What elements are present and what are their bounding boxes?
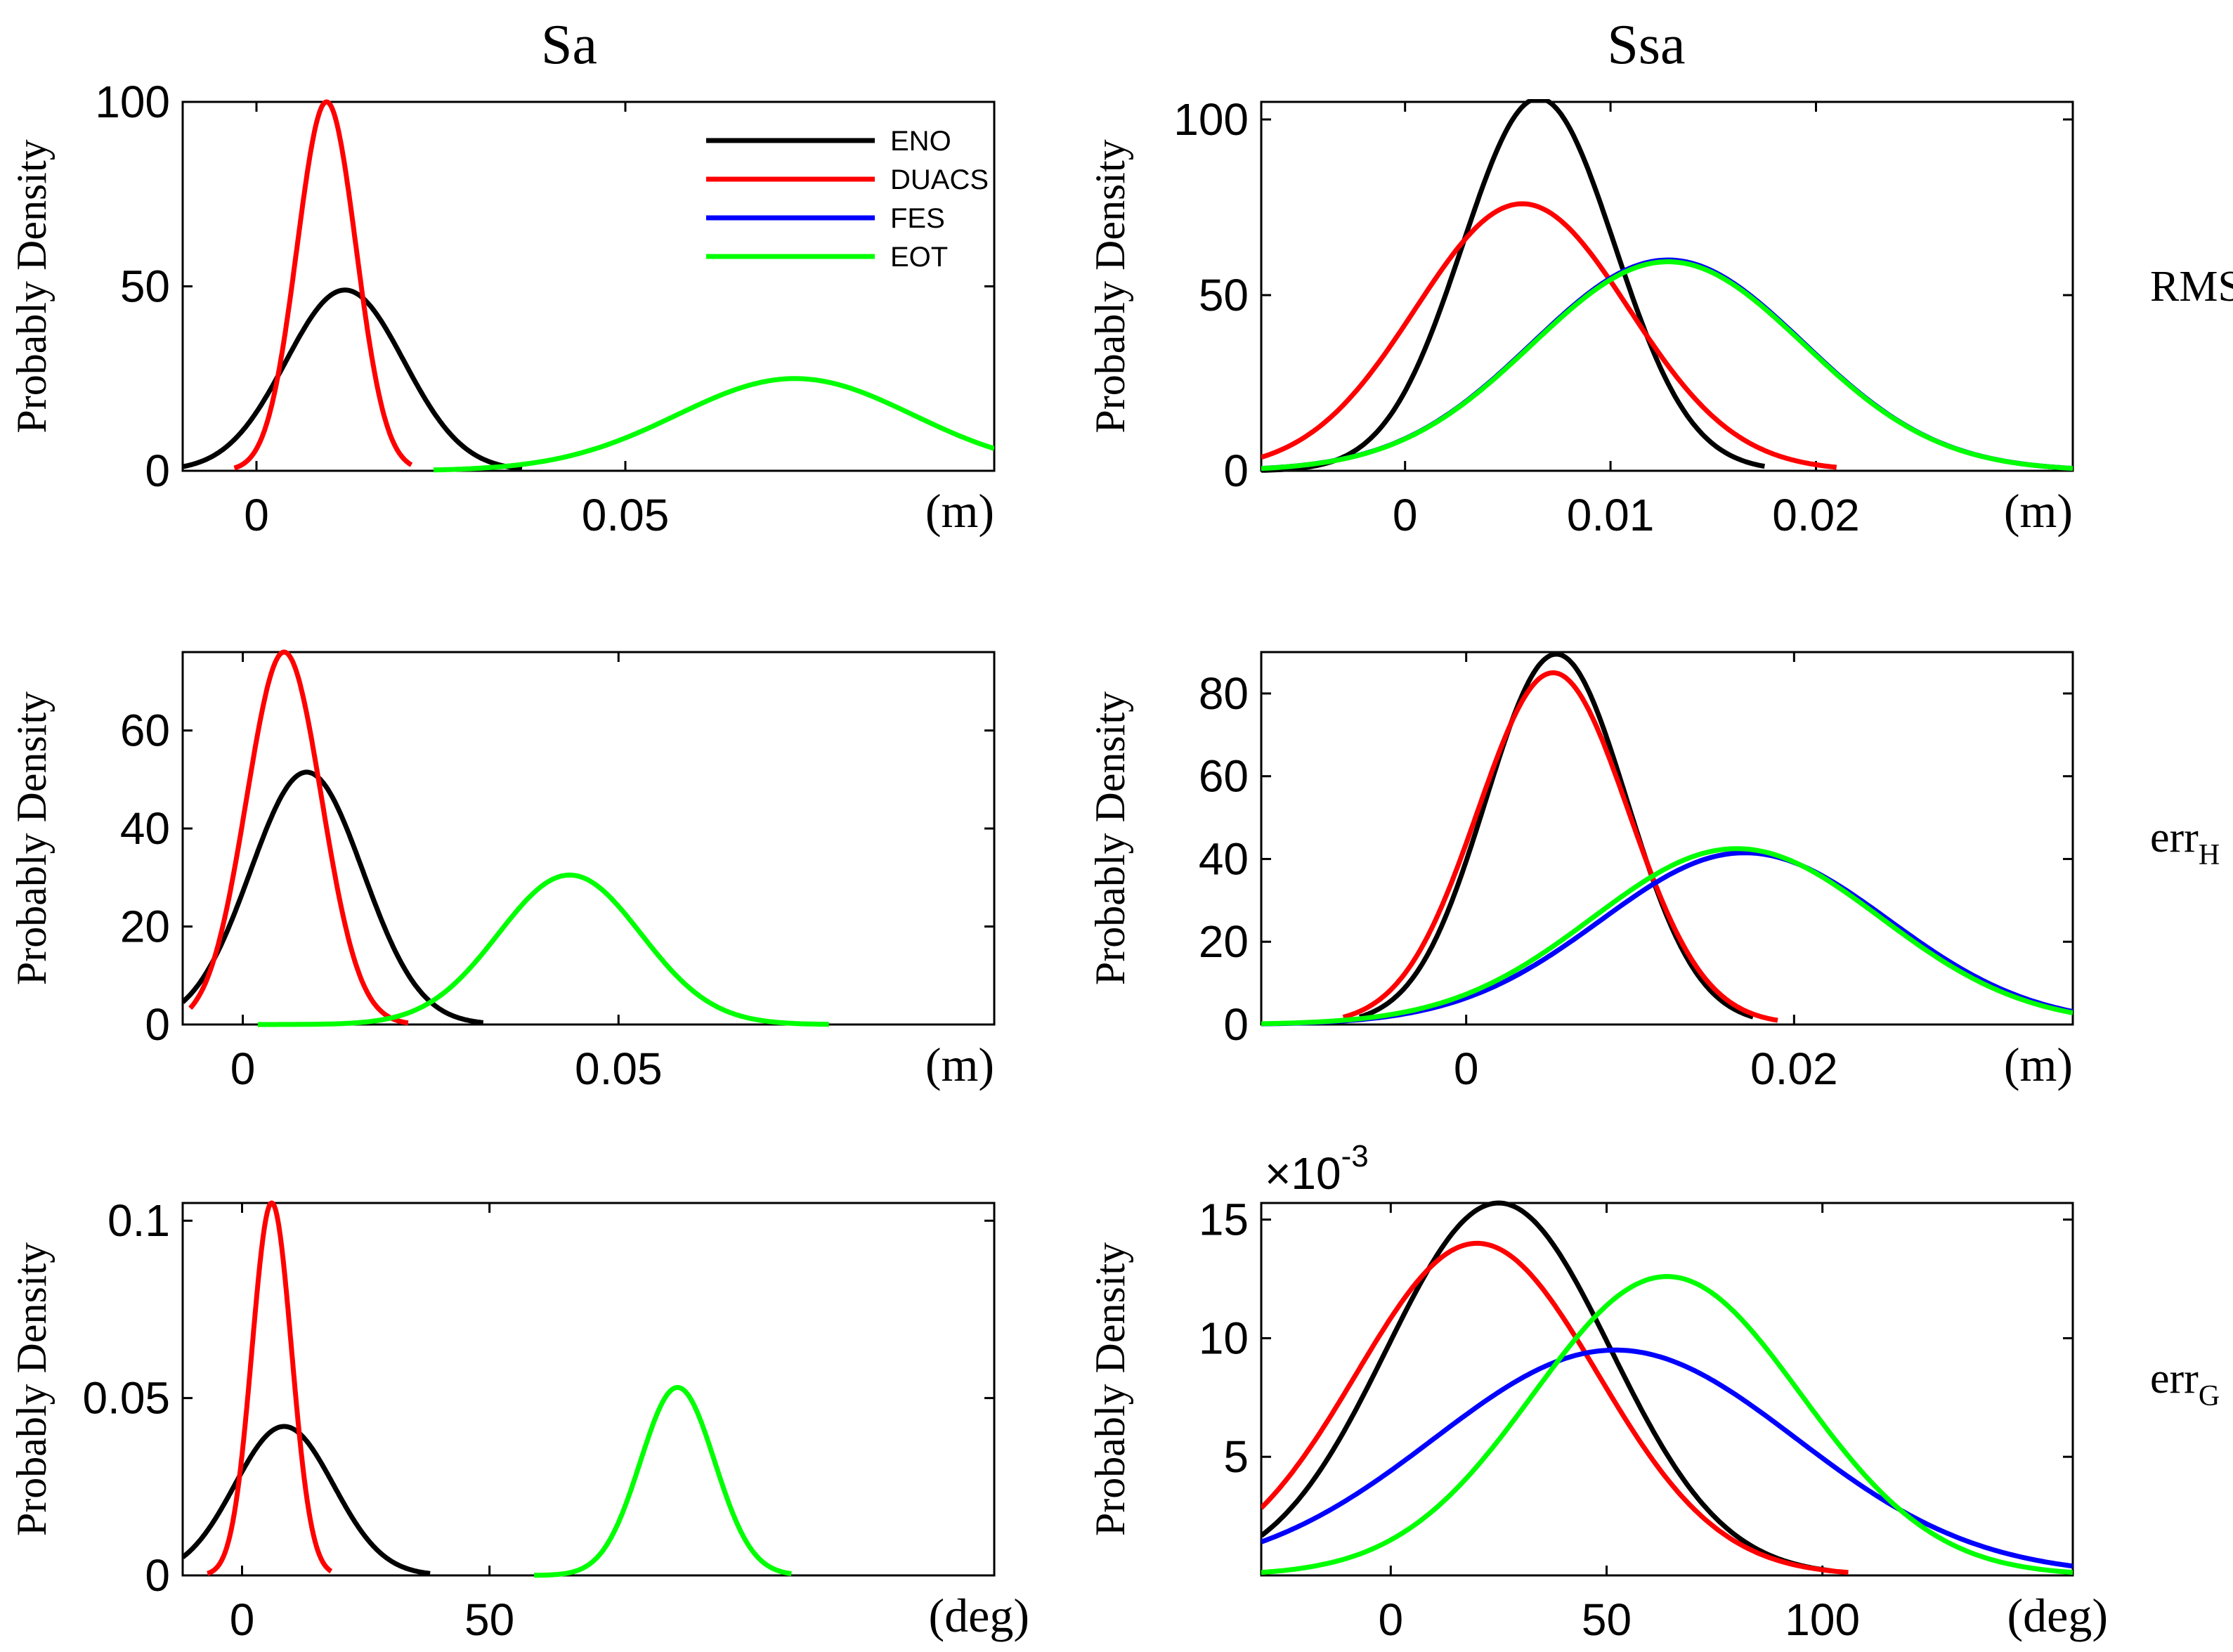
row-label-errg-sub: G [2199,1380,2220,1412]
x-tick-label: 0 [230,1043,256,1094]
panel-sa-errg: 0 50 0 0.05 0.1 Probably Density (deg) [8,1195,1029,1645]
x-tick-label: 0.05 [575,1043,663,1094]
axes-box [1260,651,2074,1026]
panel-ssa-errh: 0 0.02 0 20 40 60 80 Probably Density (m) [1087,651,2074,1094]
x-tick-label: 0.05 [582,490,670,540]
series-line-eot [257,872,829,1027]
series-line-eot [433,376,994,473]
y-tick-label: 0 [145,1550,170,1601]
y-tick-label: 20 [120,902,170,952]
y-tick-label: 100 [95,77,170,127]
axes-box [1260,1202,2074,1577]
series-line-fes [1261,1347,2073,1569]
series-line-duacs [233,99,413,471]
legend-label-duacs: DUACS [890,164,989,195]
y-axis-label: Probably Density [8,139,55,433]
y-tick-label: 0 [1223,445,1249,496]
x-tick-label: 0 [1379,1594,1404,1645]
axes-box [1260,100,2074,472]
y-axis-label: Probably Density [1087,139,1133,433]
y-axis-label: Probably Density [8,1242,55,1536]
y-tick-label: 20 [1199,916,1249,967]
y-exponent-power: -3 [1341,1139,1369,1173]
panel-ssa-rms: 0 0.01 0.02 0 50 100 Probably Density (m) [1087,94,2074,540]
y-tick-label: 80 [1199,668,1249,719]
legend-label-eno: ENO [890,126,951,157]
series-line-eot [1261,259,2073,471]
x-unit-label: (m) [925,484,994,538]
axes-box [181,651,996,1026]
panel-ssa-errg: 0 50 100 5 10 15 Probably Density (deg) ×10-3 [1087,1139,2108,1645]
series-line-eno [183,1424,432,1576]
y-tick-label: 5 [1223,1431,1249,1482]
x-tick-label: 0 [1393,490,1418,540]
x-tick-label: 0 [230,1594,255,1645]
row-label-rms: RMS [2150,263,2233,311]
axes-box [181,1202,996,1577]
x-tick-label: 0 [244,490,269,540]
col-title-ssa: Ssa [1607,14,1685,76]
x-tick-label: 100 [1785,1594,1860,1645]
y-axis-label: Probably Density [8,691,55,985]
row-label-errg: errG [2150,1355,2220,1412]
y-tick-label: 60 [120,705,170,756]
x-tick-label: 50 [1582,1594,1632,1645]
y-tick-label: 0 [1223,999,1249,1050]
x-tick-label: 0 [1454,1043,1479,1094]
series-line-eno [183,287,523,471]
x-unit-label: (deg) [2007,1589,2108,1642]
y-tick-label: 50 [1199,270,1249,320]
axes-box [181,100,996,472]
legend-label-eot: EOT [890,242,948,273]
series-line-eot [533,1385,793,1578]
y-exponent-base: ×10 [1265,1148,1341,1199]
x-tick-label: 0.02 [1772,490,1860,540]
row-label-rms-base: RMS [2150,263,2233,311]
y-exponent-label: ×10-3 [1265,1139,1369,1199]
series-line-eno [1358,651,1754,1020]
series-line-eno [1261,1200,1832,1573]
y-tick-label: 40 [120,803,170,854]
x-tick-label: 0.02 [1750,1043,1838,1094]
x-unit-label: (deg) [929,1589,1029,1642]
legend-label-fes: FES [890,203,945,234]
y-tick-label: 0 [145,445,170,496]
y-tick-label: 50 [120,261,170,312]
y-axis-label: Probably Density [1087,691,1133,985]
x-unit-label: (m) [2004,1038,2073,1091]
x-tick-label: 0.01 [1567,490,1655,540]
y-tick-label: 40 [1199,833,1249,884]
series-line-duacs [1261,1240,1849,1575]
y-tick-label: 100 [1173,94,1249,145]
y-axis-label: Probably Density [1087,1242,1133,1536]
series-line-duacs [1342,670,1778,1023]
y-tick-label: 0.05 [82,1373,170,1424]
y-tick-label: 0.1 [108,1195,170,1246]
series-line-duacs [205,1200,333,1576]
y-tick-label: 15 [1199,1195,1249,1245]
series-line-duacs [188,649,410,1026]
legend: ENO DUACS FES EOT [706,126,989,273]
x-tick-label: 50 [464,1594,514,1645]
series-line-eot [1261,846,2073,1027]
series-line-eot [1261,1274,2073,1575]
series-line-duacs [1261,201,1837,470]
x-unit-label: (m) [2004,484,2073,538]
y-tick-label: 10 [1199,1313,1249,1363]
col-title-sa: Sa [541,14,597,76]
row-label-errg-base: err [2150,1355,2199,1403]
row-label-errh: errH [2150,814,2220,871]
row-label-errh-sub: H [2199,839,2220,871]
panel-sa-errh: 0 0.05 0 20 40 60 Probably Density (m) [8,649,996,1094]
row-label-errh-base: err [2150,814,2199,861]
y-tick-label: 0 [145,999,170,1050]
panel-sa-rms: 0 0.05 0 50 100 Probably Density (m) ENO DUACS FE… [8,77,996,540]
y-tick-label: 60 [1199,751,1249,802]
x-unit-label: (m) [925,1038,994,1091]
series-line-eno [183,769,485,1025]
